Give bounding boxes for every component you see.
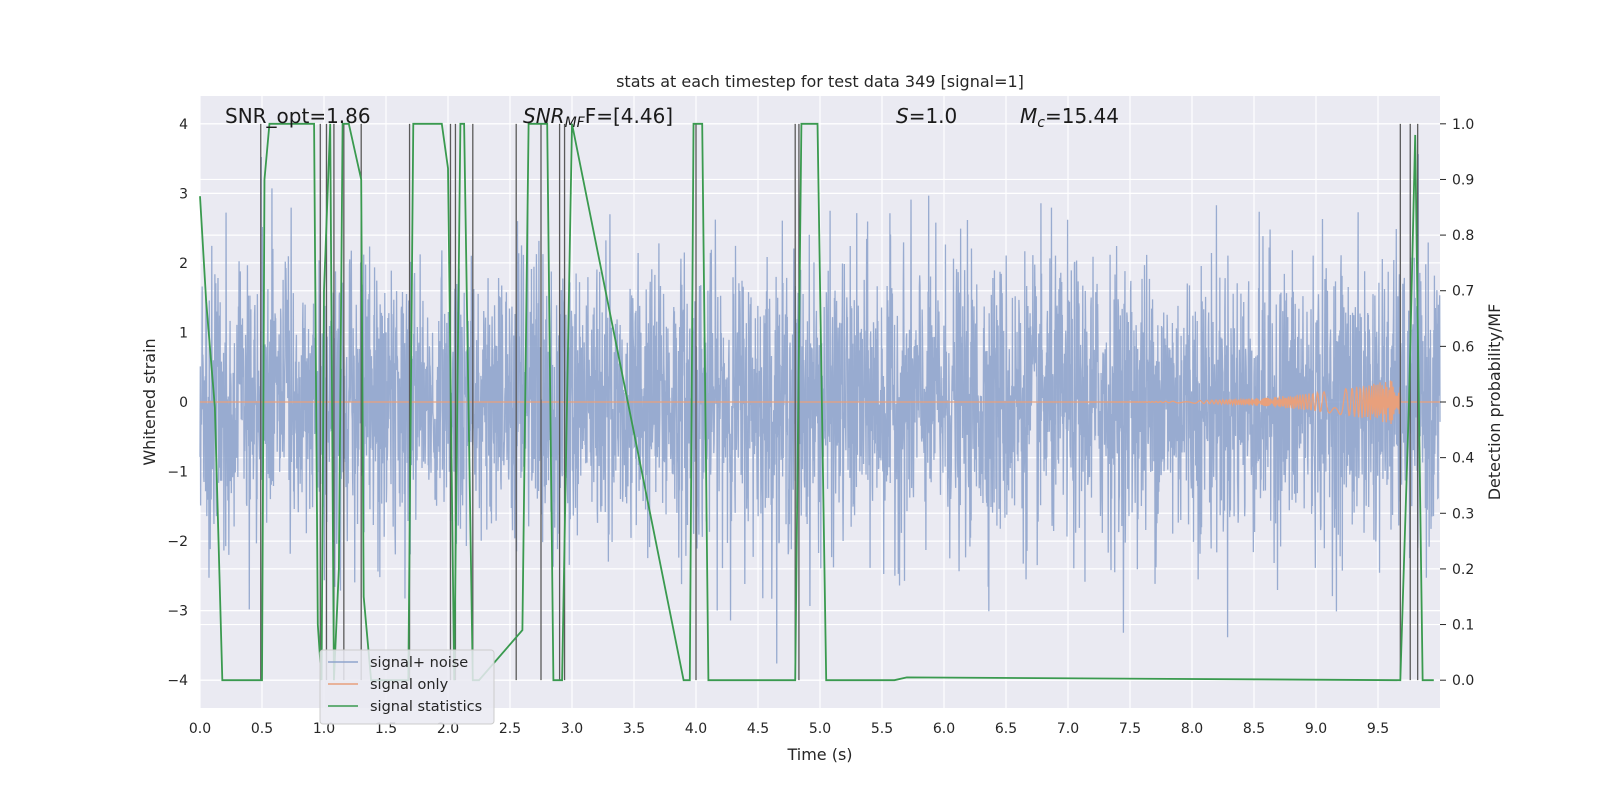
y-tick-label-right-10: 0.0	[1452, 673, 1474, 689]
mc-subscript: c	[1037, 115, 1045, 131]
snr-mf-prefix: SNR	[523, 104, 565, 128]
x-tick-label-6: 3.0	[561, 721, 583, 737]
legend-label-signal-noise: signal+ noise	[370, 655, 468, 671]
x-tick-label-1: 0.5	[251, 721, 273, 737]
x-tick-label-4: 2.0	[437, 721, 459, 737]
y-tick-label-6: −2	[167, 534, 188, 550]
legend-box	[319, 649, 495, 725]
y-tick-label-3: 1	[179, 325, 188, 341]
y-tick-label-7: −3	[167, 604, 188, 620]
y-tick-label-right-0: 1.0	[1452, 117, 1474, 133]
y-axis-label: Whitened strain	[140, 338, 159, 465]
x-axis-label: Time (s)	[786, 745, 852, 764]
signal-only-series	[200, 380, 1440, 425]
x-tick-label-18: 9.0	[1305, 721, 1327, 737]
x-tick-label-2: 1.0	[313, 721, 335, 737]
y-tick-label-right-5: 0.5	[1452, 395, 1474, 411]
annotation-snr-mf: SNRMFF=[4.46]	[523, 104, 673, 131]
y-axis-label-right: Detection probability/MF	[1485, 304, 1504, 501]
x-tick-label-15: 7.5	[1119, 721, 1141, 737]
y-tick-labels-left: 4 3 2 1 0 −1 −2 −3 −4	[167, 117, 188, 689]
y-tick-label-2: 2	[179, 256, 188, 272]
y-tick-label-right-8: 0.2	[1452, 562, 1474, 578]
s-suffix: =1.0	[909, 104, 958, 128]
x-tick-label-3: 1.5	[375, 721, 397, 737]
y-tick-label-right-7: 0.3	[1452, 506, 1474, 522]
y-tick-label-right-3: 0.7	[1452, 284, 1474, 300]
annotation-snr-opt: SNR_opt=1.86	[225, 104, 371, 128]
mc-suffix: =15.44	[1045, 104, 1119, 128]
x-tick-label-13: 6.5	[995, 721, 1017, 737]
y-tick-label-8: −4	[167, 673, 188, 689]
x-tick-label-14: 7.0	[1057, 721, 1079, 737]
x-tick-label-16: 8.0	[1181, 721, 1203, 737]
snr-mf-suffix: F=[4.46]	[585, 104, 673, 128]
x-tick-label-10: 5.0	[809, 721, 831, 737]
x-tick-label-19: 9.5	[1367, 721, 1389, 737]
x-tick-label-8: 4.0	[685, 721, 707, 737]
x-tick-label-7: 3.5	[623, 721, 645, 737]
x-tick-label-12: 6.0	[933, 721, 955, 737]
y-tick-label-1: 3	[179, 186, 188, 202]
x-tick-label-0: 0.0	[189, 721, 211, 737]
s-prefix: S	[896, 104, 909, 128]
annotation-s: S=1.0	[896, 104, 957, 128]
detection-vertical-lines	[260, 123, 1419, 681]
legend: signal+ noise signal only signal statist…	[319, 649, 495, 725]
y-tick-label-right-6: 0.4	[1452, 451, 1474, 467]
y-tick-label-5: −1	[167, 465, 188, 481]
y-tick-label-right-2: 0.8	[1452, 228, 1474, 244]
legend-label-signal-statistics: signal statistics	[370, 699, 482, 715]
y-tick-label-right-9: 0.1	[1452, 618, 1474, 634]
y-tick-label-0: 4	[179, 117, 188, 133]
y-tick-label-right-4: 0.6	[1452, 339, 1474, 355]
x-tick-label-5: 2.5	[499, 721, 521, 737]
y-tick-label-right-1: 0.9	[1452, 172, 1474, 188]
x-tick-label-11: 5.5	[871, 721, 893, 737]
y-tick-labels-right: 1.0 0.9 0.8 0.7 0.6 0.5 0.4 0.3 0.2 0.1 0.0	[1440, 117, 1474, 689]
y-tick-label-4: 0	[179, 395, 188, 411]
signal-noise-line	[199, 154, 1441, 664]
chart-title: stats at each timestep for test data 349…	[616, 72, 1024, 91]
signal-only-line	[200, 380, 1440, 425]
mc-prefix: M	[1020, 104, 1037, 128]
annotation-mc: Mc=15.44	[1020, 104, 1119, 131]
x-tick-label-17: 8.5	[1243, 721, 1265, 737]
signal-noise-series	[199, 154, 1441, 664]
legend-label-signal-only: signal only	[370, 677, 449, 693]
x-tick-label-9: 4.5	[747, 721, 769, 737]
snr-mf-subscript: MF	[565, 115, 586, 131]
x-tick-labels: 0.0 0.5 1.0 1.5 2.0 2.5 3.0 3.5 4.0 4.5 5.0 5.5 6.0 6…	[189, 721, 1389, 737]
